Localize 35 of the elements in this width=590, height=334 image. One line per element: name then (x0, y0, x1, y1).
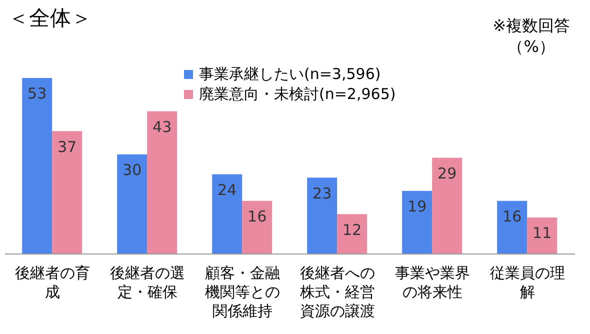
x-tick-label: 後継者の選定・確保 (109, 264, 186, 302)
bar (527, 217, 558, 254)
bar (22, 78, 52, 254)
x-tick-label: 顧客・金融機関等との関係維持 (204, 264, 281, 321)
bar (497, 200, 528, 254)
data-label: 16 (248, 208, 267, 226)
data-label: 16 (502, 208, 522, 226)
data-label: 53 (28, 84, 47, 103)
data-label: 37 (58, 138, 77, 156)
bar (242, 200, 272, 254)
text: （%） (506, 37, 556, 58)
bar (432, 158, 462, 254)
data-label: 24 (218, 180, 237, 199)
bar (337, 214, 368, 254)
x-tick-label: 後継者の育成 (14, 264, 91, 302)
legend-label: 事業承継したい(n=3,596) (199, 64, 381, 84)
data-label: 23 (312, 184, 332, 202)
bar (402, 190, 432, 254)
text: ※複数回答 (492, 16, 570, 37)
data-label: 11 (532, 224, 552, 242)
bar (147, 111, 178, 254)
bar (212, 174, 242, 254)
bar (307, 178, 338, 254)
bar (117, 154, 148, 254)
data-label: 29 (438, 164, 457, 182)
x-tick-label: 事業や業界の将来性 (394, 264, 471, 302)
data-label: 30 (122, 161, 142, 180)
x-tick-label: 従業員の理解 (489, 264, 566, 302)
bar (52, 131, 82, 254)
data-label: 19 (408, 198, 427, 216)
legend-label: 廃業意向・未検討(n=2,965) (199, 84, 396, 104)
x-tick-label: 後継者への株式・経営資源の譲渡 (299, 264, 376, 321)
data-label: 12 (342, 220, 362, 239)
data-label: 43 (152, 118, 172, 136)
chart-title: ＜全体＞ (8, 5, 92, 32)
